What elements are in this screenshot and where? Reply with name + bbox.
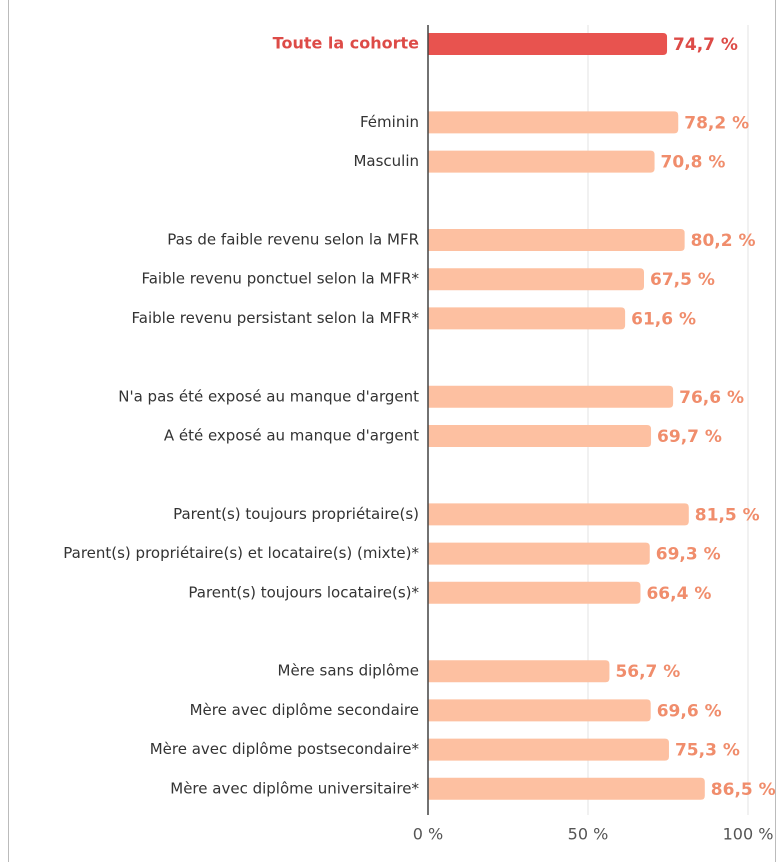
bar — [428, 699, 651, 722]
value-label: 75,3 % — [675, 741, 740, 761]
y-tick-label: Mère avec diplôme universitaire* — [170, 779, 419, 797]
y-tick-label: Toute la cohorte — [273, 34, 419, 53]
y-tick-label: A été exposé au manque d'argent — [164, 427, 419, 445]
bar — [428, 307, 626, 330]
bar — [428, 111, 679, 134]
bar — [428, 229, 685, 251]
bar — [428, 660, 610, 683]
y-tick-label: Parent(s) toujours locataire(s)* — [188, 583, 419, 601]
value-label: 81,5 % — [695, 505, 760, 525]
bar — [428, 150, 655, 173]
value-label: 76,6 % — [679, 388, 744, 408]
bar — [428, 777, 705, 800]
value-label: 69,3 % — [656, 545, 721, 565]
y-tick-label: Parent(s) propriétaire(s) et locataire(s… — [63, 544, 419, 562]
bar — [428, 385, 674, 408]
x-tick-label: 100 % — [723, 825, 774, 844]
y-tick-label: Féminin — [360, 113, 419, 131]
value-label: 80,2 % — [691, 231, 756, 251]
value-label: 69,7 % — [657, 427, 722, 447]
y-tick-label: Faible revenu persistant selon la MFR* — [132, 309, 420, 327]
value-label: 74,7 % — [673, 35, 738, 55]
y-tick-label: Faible revenu ponctuel selon la MFR* — [141, 270, 419, 288]
value-label: 86,5 % — [711, 780, 776, 800]
y-tick-label: Parent(s) toujours propriétaire(s) — [173, 505, 419, 523]
bar — [428, 542, 650, 565]
bar — [428, 268, 644, 291]
bar — [428, 503, 689, 526]
bar — [428, 738, 669, 761]
y-tick-label: Mère sans diplôme — [278, 662, 420, 680]
bar — [428, 581, 641, 604]
bar — [428, 33, 668, 55]
value-label: 67,5 % — [650, 270, 715, 290]
y-tick-label: Mère avec diplôme postsecondaire* — [150, 740, 420, 758]
value-label: 61,6 % — [631, 309, 696, 329]
value-label: 78,2 % — [684, 113, 749, 133]
y-tick-label: N'a pas été exposé au manque d'argent — [118, 387, 419, 405]
y-tick-label: Mère avec diplôme secondaire — [190, 701, 419, 719]
y-tick-label: Masculin — [353, 152, 419, 170]
bar — [428, 425, 652, 447]
value-label: 56,7 % — [615, 662, 680, 682]
x-tick-label: 50 % — [568, 825, 609, 844]
value-label: 66,4 % — [646, 584, 711, 604]
value-label: 69,6 % — [657, 701, 722, 721]
y-tick-label: Pas de faible revenu selon la MFR — [167, 231, 419, 249]
x-tick-label: 0 % — [413, 825, 443, 844]
value-label: 70,8 % — [661, 153, 726, 173]
